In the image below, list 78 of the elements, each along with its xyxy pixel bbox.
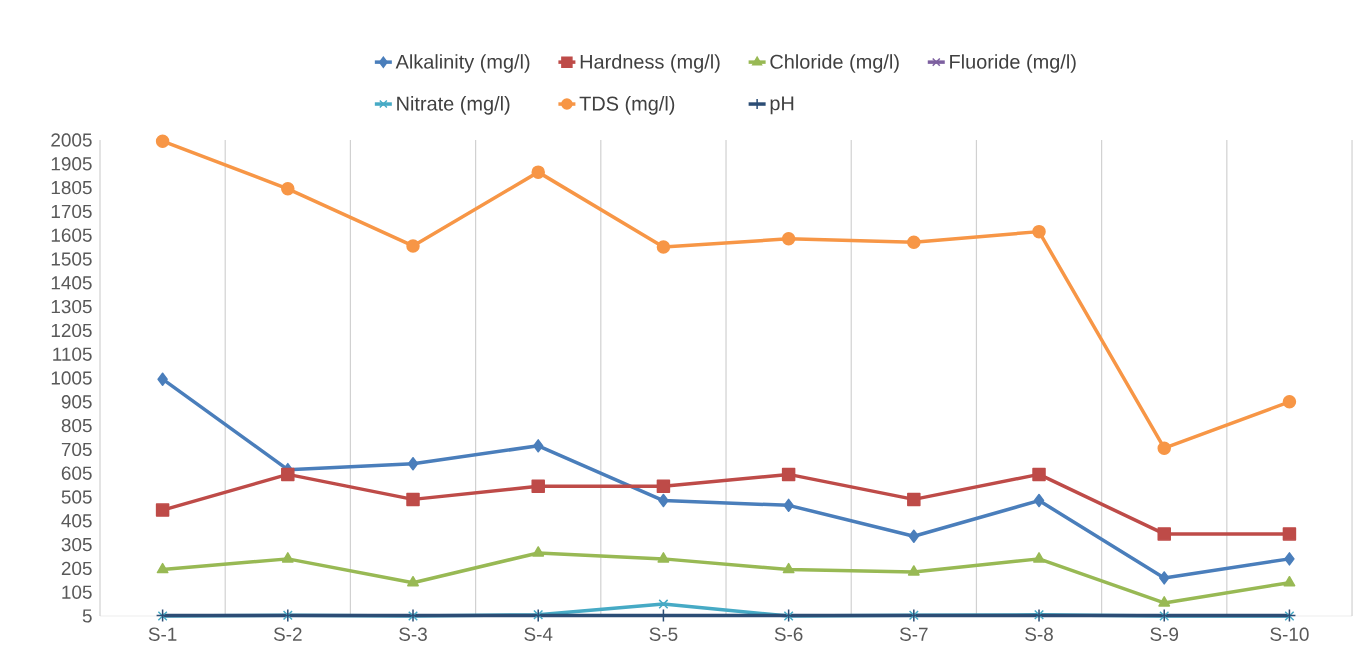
point [656,240,671,254]
y-tick-label: 905 [61,395,92,409]
y-tick-label: 405 [61,514,92,528]
legend-label: Hardness (mg/l) [580,54,720,73]
y-tick-label: 1705 [51,204,92,219]
x-tick-label: S-4 [524,627,553,641]
y-tick-label: 105 [62,585,92,599]
point [532,439,544,453]
point [908,529,920,544]
y-tick-label: 1605 [51,228,92,242]
point [1032,224,1046,239]
legend-label: pH [770,96,794,115]
y-tick-label: 1305 [51,299,92,314]
legend-label: TDS (mg/l) [579,96,675,115]
point [907,235,921,250]
point [907,565,920,576]
point [281,552,294,563]
x-tick-label: S-5 [649,627,678,641]
y-tick-label: 5 [82,609,92,623]
point [1033,493,1045,508]
legend-label: Chloride (mg/l) [770,54,899,73]
point [157,372,168,386]
point [532,546,545,557]
point [656,479,671,494]
y-tick-label: 1405 [51,276,92,290]
point [907,492,921,507]
point [406,492,420,507]
point [406,239,420,253]
point [281,467,295,482]
y-tick-label: 605 [61,466,92,480]
point [281,182,295,196]
y-tick-label: 205 [61,561,92,576]
x-tick-label: S-1 [148,627,177,641]
legend-label: Alkalinity (mg/l) [395,54,530,73]
x-tick-label: S-9 [1150,627,1179,641]
x-tick-label: S-10 [1270,627,1309,641]
x-tick-label: S-8 [1025,627,1053,641]
point [782,562,795,574]
point [531,479,545,494]
y-tick-label: 305 [61,537,92,552]
y-tick-label: 1105 [53,347,92,361]
point [1158,596,1171,607]
point [1284,552,1295,566]
point [1032,467,1046,482]
point [783,498,794,513]
point [155,134,170,148]
point [1283,575,1296,587]
y-tick-label: 1205 [51,323,92,338]
point [155,503,170,517]
point [407,575,419,587]
legend-label: Fluoride (mg/l) [950,54,1076,73]
legend-label: Nitrate (mg/l) [397,96,510,115]
point [657,552,670,563]
y-tick-label: 1505 [51,252,92,266]
x-tick-label: S-7 [899,627,928,641]
point [1033,552,1045,563]
y-tick-label: 1005 [51,371,92,385]
point [1157,441,1171,455]
point [658,599,669,610]
y-tick-label: 2005 [51,133,92,147]
point [1157,527,1171,541]
x-tick-label: S-6 [774,627,803,641]
x-tick-label: S-3 [399,627,427,641]
point [658,493,669,508]
point [156,562,169,574]
x-tick-label: S-2 [273,627,302,641]
point [781,232,796,246]
y-tick-label: 1905 [51,157,92,171]
point [781,467,796,482]
point [531,165,545,179]
point [1158,571,1170,585]
y-tick-label: 805 [61,418,92,433]
point [1282,527,1297,541]
y-tick-label: 705 [61,442,92,457]
point [1282,395,1297,409]
y-tick-label: 505 [61,490,92,504]
y-tick-label: 1805 [51,180,92,195]
point [407,456,419,471]
